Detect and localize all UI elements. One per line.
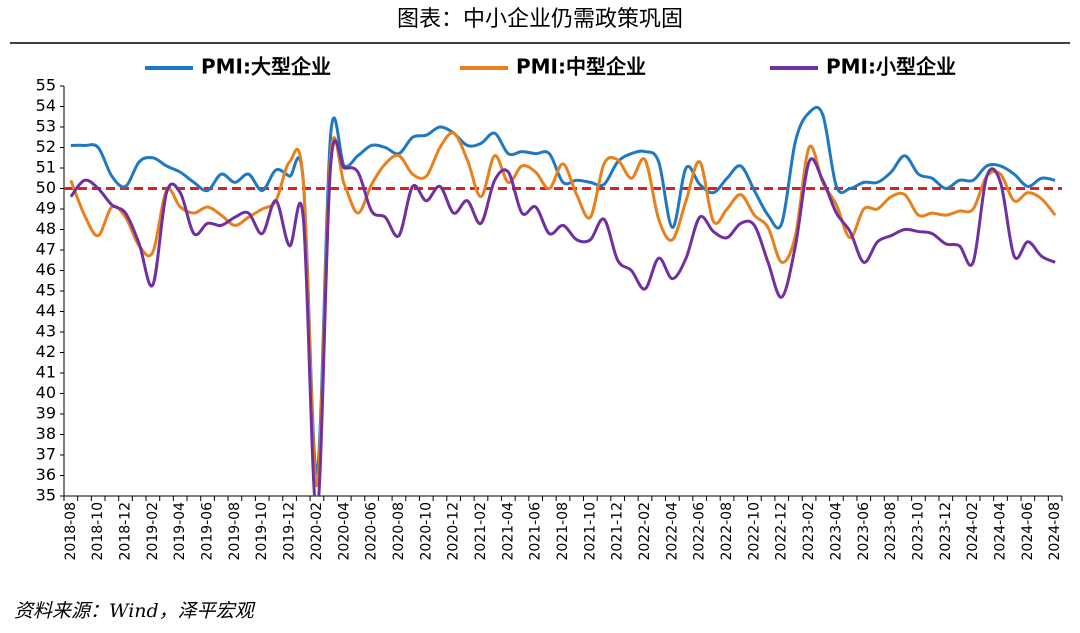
y-tick-label: 46 — [36, 260, 56, 279]
x-tick-label: 2018-10 — [90, 502, 106, 561]
y-tick-label: 35 — [36, 486, 56, 505]
x-tick-label: 2020-12 — [446, 502, 462, 561]
x-tick-label: 2022-08 — [719, 502, 735, 561]
x-tick-label: 2020-04 — [336, 502, 352, 561]
x-tick-label: 2018-12 — [118, 502, 134, 561]
x-tick-label: 2023-12 — [938, 502, 954, 561]
y-tick-label: 54 — [36, 96, 56, 115]
legend-label: PMI:小型企业 — [826, 55, 956, 79]
x-tick-label: 2024-06 — [1020, 502, 1036, 561]
x-tick-label: 2022-10 — [746, 502, 762, 561]
x-tick-label: 2020-10 — [418, 502, 434, 561]
y-tick-label: 51 — [36, 158, 56, 177]
y-tick-label: 44 — [36, 301, 56, 320]
x-tick-label: 2021-04 — [500, 502, 516, 561]
x-tick-label: 2021-06 — [528, 502, 544, 561]
y-tick-label: 55 — [36, 76, 56, 95]
x-tick-label: 2019-04 — [172, 502, 188, 561]
x-tick-label: 2023-10 — [910, 502, 926, 561]
x-tick-label: 2019-10 — [254, 502, 270, 561]
y-tick-label: 48 — [36, 219, 56, 238]
x-tick-label: 2021-10 — [582, 502, 598, 561]
x-tick-label: 2021-02 — [473, 502, 489, 561]
x-tick-label: 2021-12 — [610, 502, 626, 561]
x-tick-label: 2024-04 — [992, 502, 1008, 561]
x-tick-label: 2023-08 — [883, 502, 899, 561]
x-tick-label: 2023-04 — [828, 502, 844, 561]
y-tick-label: 52 — [36, 137, 56, 156]
y-tick-label: 40 — [36, 383, 56, 402]
x-tick-label: 2019-08 — [227, 502, 243, 561]
x-tick-label: 2019-12 — [282, 502, 298, 561]
x-tick-label: 2018-08 — [63, 502, 79, 561]
x-tick-label: 2023-02 — [801, 502, 817, 561]
y-tick-label: 45 — [36, 281, 56, 300]
y-tick-label: 49 — [36, 199, 56, 218]
y-tick-label: 43 — [36, 322, 56, 341]
x-tick-label: 2022-04 — [664, 502, 680, 561]
x-tick-label: 2019-02 — [145, 502, 161, 561]
x-tick-label: 2022-06 — [692, 502, 708, 561]
x-tick-label: 2022-02 — [637, 502, 653, 561]
y-tick-label: 47 — [36, 240, 56, 259]
x-tick-label: 2019-06 — [200, 502, 216, 561]
series-line — [69, 131, 1057, 488]
chart-title: 图表：中小企业仍需政策巩固 — [397, 7, 683, 32]
x-tick-label: 2022-12 — [774, 502, 790, 561]
x-tick-label: 2021-08 — [555, 502, 571, 561]
y-tick-label: 42 — [36, 342, 56, 361]
y-tick-label: 39 — [36, 404, 56, 423]
x-tick-label: 2020-08 — [391, 502, 407, 561]
x-tick-label: 2024-02 — [965, 502, 981, 561]
x-tick-label: 2020-02 — [309, 502, 325, 561]
y-tick-label: 38 — [36, 424, 56, 443]
y-tick-label: 36 — [36, 465, 56, 484]
y-tick-label: 37 — [36, 445, 56, 464]
source-note: 资料来源：Wind，泽平宏观 — [14, 600, 256, 622]
y-tick-label: 41 — [36, 363, 56, 382]
plot-area — [69, 105, 1057, 496]
series-line — [70, 105, 1056, 475]
x-tick-label: 2020-06 — [364, 502, 380, 561]
legend-label: PMI:大型企业 — [201, 55, 331, 79]
y-tick-label: 53 — [36, 117, 56, 136]
series-line — [69, 139, 1056, 496]
y-tick-label: 50 — [36, 178, 56, 197]
legend-label: PMI:中型企业 — [516, 55, 646, 79]
x-tick-label: 2023-06 — [856, 502, 872, 561]
x-tick-label: 2024-08 — [1047, 502, 1063, 561]
